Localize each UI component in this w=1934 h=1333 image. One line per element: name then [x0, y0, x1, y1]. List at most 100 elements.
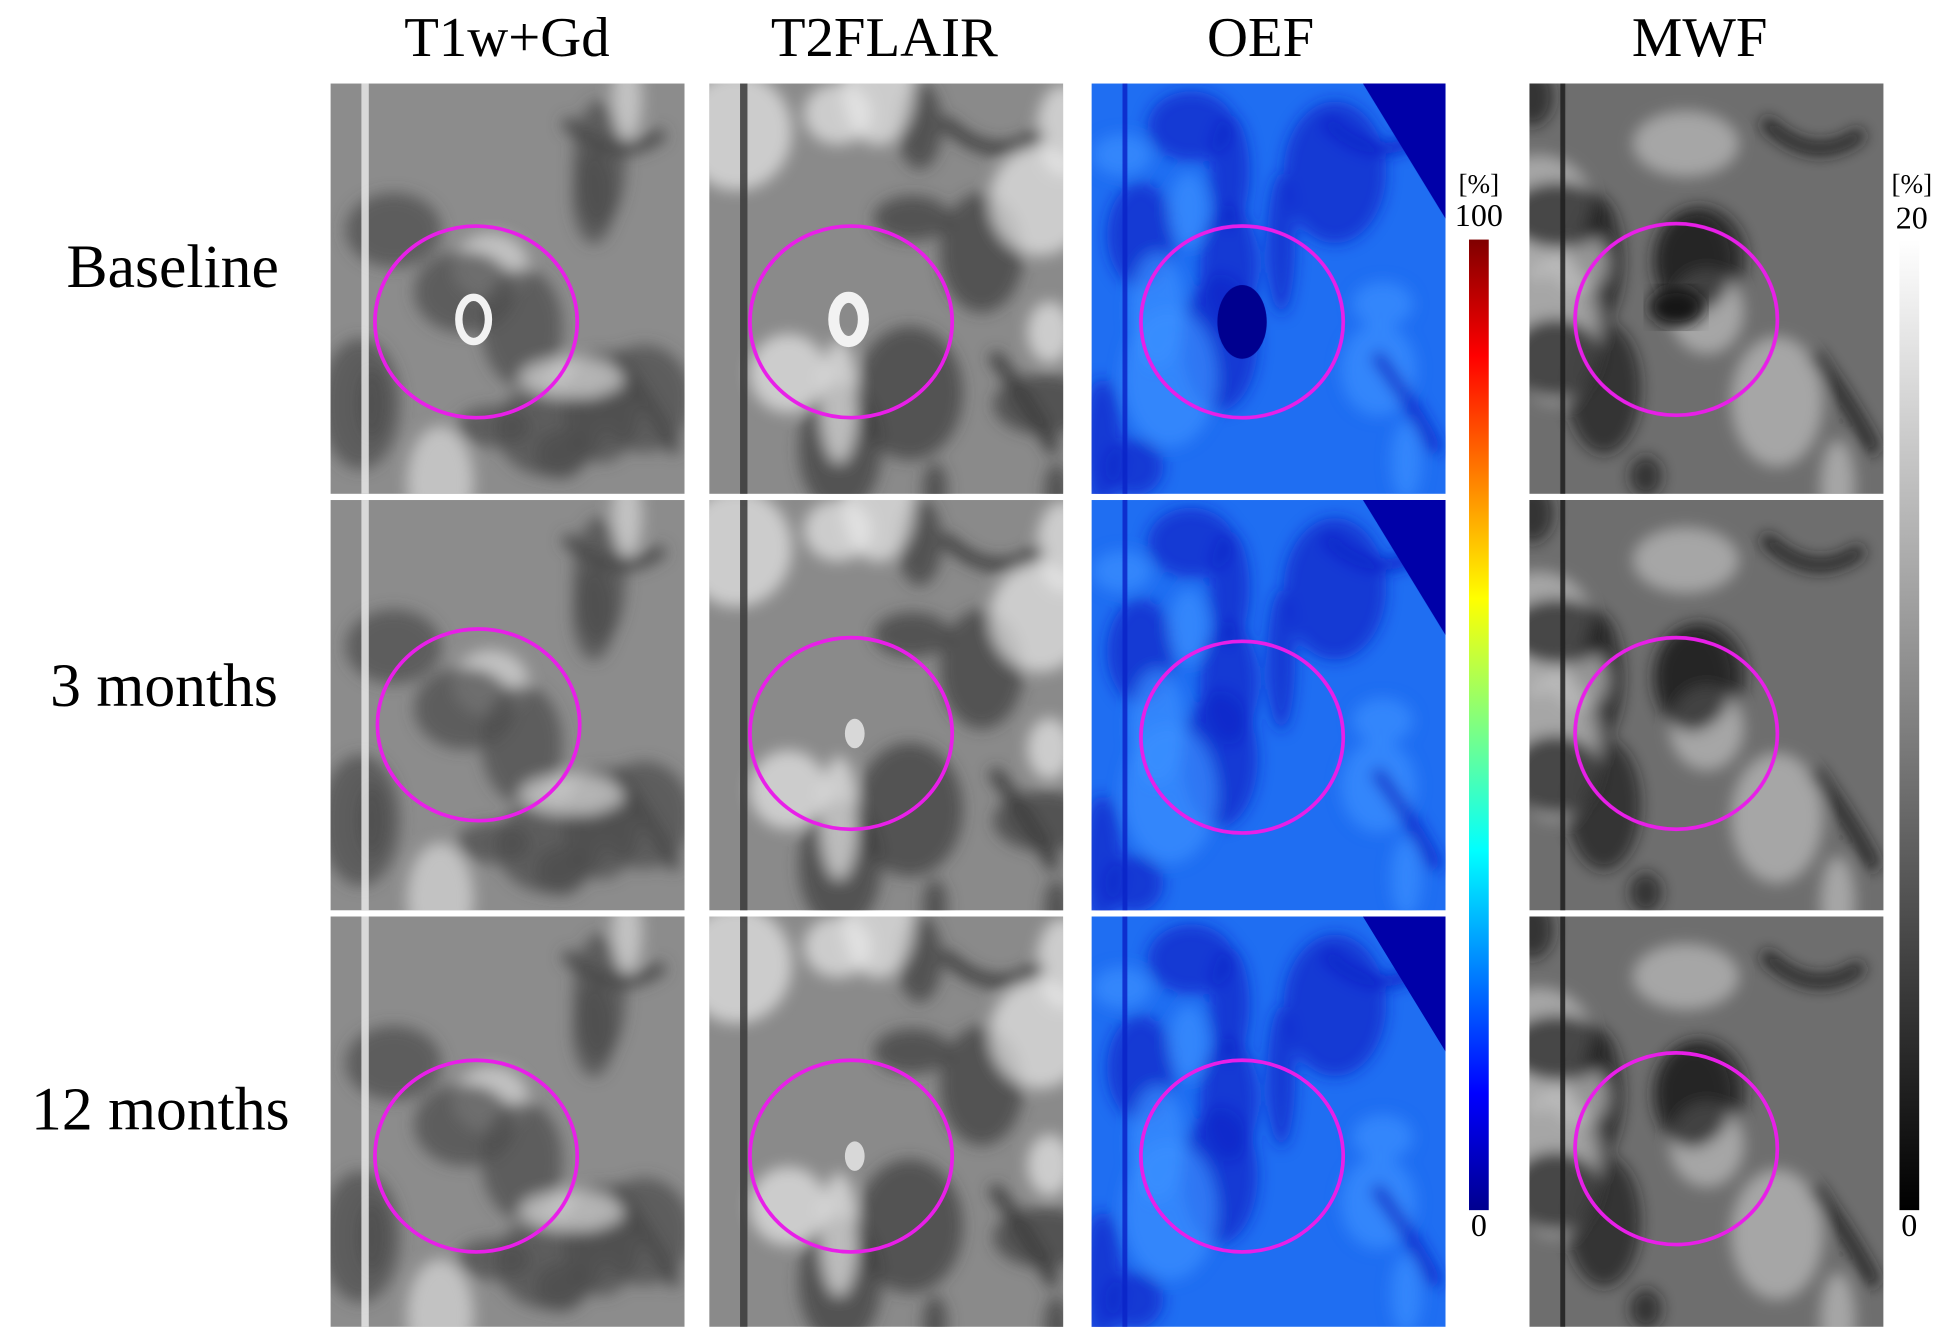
tissue: [1529, 916, 1554, 959]
roi-circle: [1139, 639, 1346, 835]
tissue: [1091, 378, 1123, 494]
tissue: [709, 916, 792, 1024]
vessel: [1560, 83, 1566, 494]
row-label: 3 months: [50, 652, 278, 720]
image-panel: [1091, 83, 1446, 494]
tissue: [1208, 114, 1250, 229]
tissue: [1283, 934, 1387, 1077]
tissue: [1036, 84, 1064, 176]
tissue: [345, 1025, 442, 1101]
roi-circle: [748, 224, 955, 420]
tissue: [612, 83, 643, 141]
texture: [709, 83, 1064, 494]
tissue: [572, 984, 615, 1077]
tissue: [1352, 698, 1414, 744]
tissue: [1208, 947, 1250, 1062]
tissue: [1091, 1211, 1123, 1327]
tissue: [989, 563, 1064, 673]
image-panel: [1091, 916, 1446, 1327]
tissue: [407, 1259, 474, 1327]
tissue: [1199, 620, 1259, 745]
vessel: [361, 83, 369, 494]
tissue: [873, 195, 952, 241]
tissue: [989, 979, 1064, 1089]
tissue: [1208, 531, 1250, 645]
image-panel: [1529, 500, 1884, 911]
tissue: [1267, 1006, 1296, 1148]
tissue: [1283, 101, 1387, 244]
tissue: [1820, 1272, 1856, 1327]
image-panel: [709, 83, 1064, 494]
tissue: [1820, 439, 1856, 494]
tissue: [572, 568, 615, 661]
roi-circle: [748, 1058, 955, 1254]
tissue: [345, 192, 442, 268]
tissue: [330, 754, 401, 886]
lesion: [455, 293, 493, 346]
lesion: [1649, 287, 1704, 327]
tissue: [572, 151, 615, 244]
texture: [1529, 916, 1881, 1327]
tissue: [1632, 110, 1740, 177]
image-panel: [330, 83, 685, 494]
tissue: [1168, 172, 1208, 248]
tissue: [407, 426, 474, 494]
texture: [330, 916, 685, 1327]
tissue: [1122, 724, 1217, 864]
tissue: [749, 750, 828, 830]
roi-circle: [1139, 1058, 1346, 1254]
sulcus: [560, 115, 682, 455]
column-title: T1w+Gd: [404, 7, 609, 69]
vessel: [1560, 916, 1566, 1327]
sulcus: [560, 948, 682, 1288]
texture: [709, 500, 1064, 911]
tissue: [1027, 1134, 1064, 1196]
tissue: [856, 326, 964, 460]
tissue: [1390, 1253, 1422, 1327]
colorbar-max: 100: [1455, 197, 1503, 233]
tissue: [1632, 527, 1740, 594]
tissue: [1352, 1114, 1414, 1160]
tissue: [1632, 943, 1740, 1010]
tissue: [1352, 281, 1414, 327]
lesion: [828, 291, 869, 348]
lesion: [844, 718, 865, 749]
tissue: [1529, 598, 1608, 666]
vessel: [1122, 916, 1128, 1327]
vessel: [740, 916, 748, 1327]
tissue: [519, 1190, 625, 1232]
tissue: [842, 916, 915, 979]
tissue: [1529, 83, 1554, 126]
column-title: OEF: [1207, 7, 1314, 69]
tissue: [1283, 517, 1387, 661]
tissue: [519, 774, 625, 815]
tissue: [749, 333, 828, 413]
tissue: [1629, 455, 1662, 494]
tissue: [1027, 717, 1064, 780]
image-panel: [330, 500, 685, 911]
roi-circle: [1139, 224, 1346, 420]
tissue: [989, 146, 1064, 256]
image-panel: [1529, 83, 1884, 494]
tissue: [612, 500, 643, 557]
tissue: [1091, 795, 1123, 911]
row-label: 12 months: [31, 1076, 290, 1144]
tissue: [1122, 1141, 1217, 1280]
tissue: [1390, 837, 1422, 911]
vessel: [361, 500, 369, 911]
vessel: [361, 916, 369, 1327]
image-panel: [709, 500, 1064, 911]
tissue: [922, 1295, 948, 1327]
sulcus: [1759, 115, 1881, 455]
tissue: [1730, 336, 1824, 467]
tissue: [1036, 917, 1064, 1009]
colorbar-unit: [%]: [1891, 169, 1932, 199]
roi-circle: [373, 224, 580, 420]
tissue: [1629, 872, 1662, 911]
tissue: [330, 1171, 401, 1303]
colorbar-min: 0: [1901, 1207, 1917, 1243]
tissue: [1122, 308, 1217, 447]
tissue: [1529, 734, 1602, 815]
tissue: [1390, 420, 1422, 494]
